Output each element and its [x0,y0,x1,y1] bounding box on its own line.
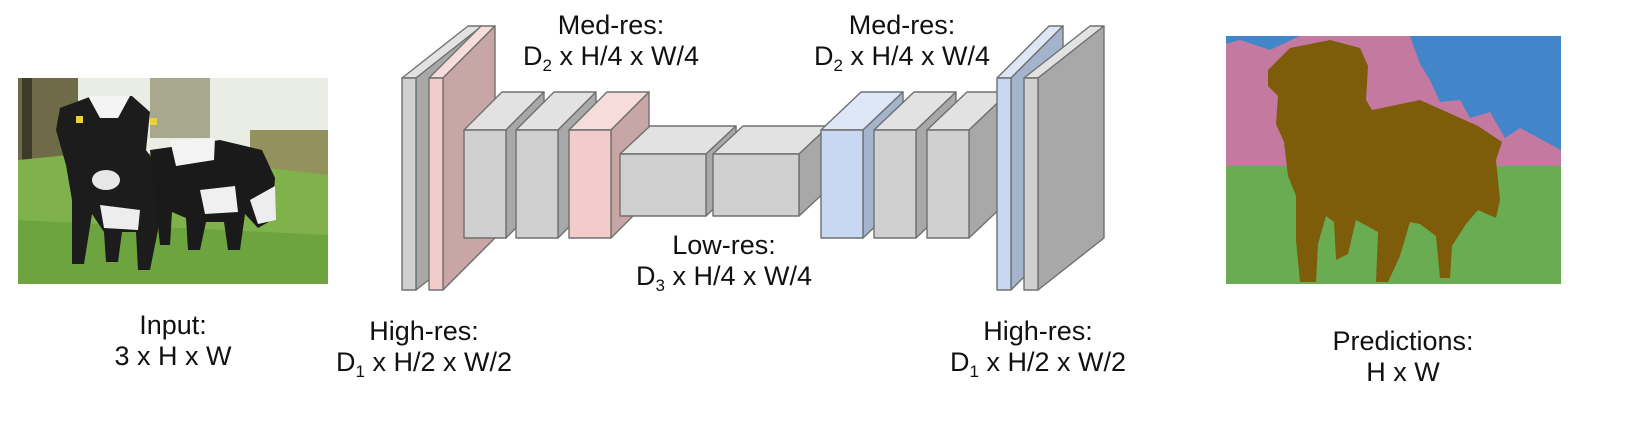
dec-med-res-label: Med-res: D2 x H/4 x W/4 [792,10,1012,75]
dec-med-block-2-front [873,129,917,239]
dec-high-block-2-front [1023,77,1039,291]
dec-high-block-2 [1023,25,1105,291]
enc-med-block-1-front [463,129,507,239]
enc-high-res-dims: D1 x H/2 x W/2 [336,347,512,381]
dec-med-res-title: Med-res: [848,10,956,40]
low-block-2 [712,125,830,217]
low-res-dims: D3 x H/4 x W/4 [636,261,812,295]
enc-med-block-2-front [515,129,559,239]
enc-med-res-label: Med-res: D2 x H/4 x W/4 [501,10,721,75]
enc-high-res-title: High-res: [369,316,479,346]
network-blocks [401,25,1105,291]
dec-high-block-1-front [996,77,1012,291]
low-block-2-front [712,153,800,217]
enc-med-res-dims: D2 x H/4 x W/4 [523,41,699,75]
dec-med-res-dims: D2 x H/4 x W/4 [814,41,990,75]
dec-med-block-1-front [820,129,864,239]
low-block-1-front [619,153,707,217]
input-label-dims: 3 x H x W [114,341,232,371]
enc-high-block-2-front [428,77,444,291]
dec-high-res-label: High-res: D1 x H/2 x W/2 [928,316,1148,381]
enc-high-block-1-front [401,77,417,291]
low-res-label: Low-res: D3 x H/4 x W/4 [614,230,834,295]
enc-med-res-title: Med-res: [557,10,665,40]
enc-high-res-label: High-res: D1 x H/2 x W/2 [314,316,534,381]
predictions-label-dims: H x W [1366,357,1440,387]
dec-high-res-title: High-res: [983,316,1093,346]
dec-med-block-3-front [926,129,970,239]
dec-high-res-dims: D1 x H/2 x W/2 [950,347,1126,381]
low-block-1 [619,125,737,217]
predictions-label: Predictions: H x W [1303,326,1503,388]
predictions-label-title: Predictions: [1332,326,1474,356]
input-cow-photo [18,78,328,284]
output-segmentation-map [1226,36,1561,284]
input-label-title: Input: [139,310,207,340]
enc-med-block-3-front [568,129,612,239]
input-label: Input: 3 x H x W [98,310,248,372]
low-res-title: Low-res: [672,230,776,260]
